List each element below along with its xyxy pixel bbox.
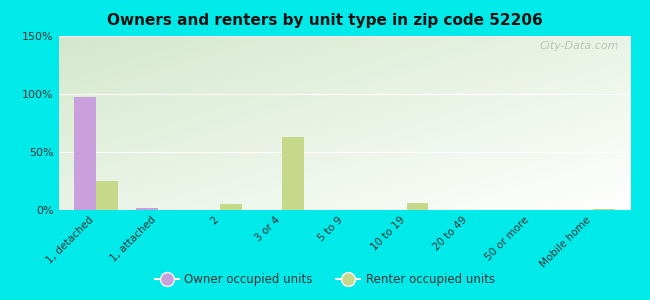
Bar	[407, 203, 428, 210]
Bar	[282, 137, 304, 210]
Bar	[593, 209, 615, 210]
Bar	[220, 204, 242, 210]
Bar	[74, 98, 96, 210]
Legend: Owner occupied units, Renter occupied units: Owner occupied units, Renter occupied un…	[150, 269, 500, 291]
Bar	[136, 208, 158, 210]
Text: Owners and renters by unit type in zip code 52206: Owners and renters by unit type in zip c…	[107, 14, 543, 28]
Text: City-Data.com: City-Data.com	[540, 41, 619, 51]
Bar	[96, 181, 118, 210]
